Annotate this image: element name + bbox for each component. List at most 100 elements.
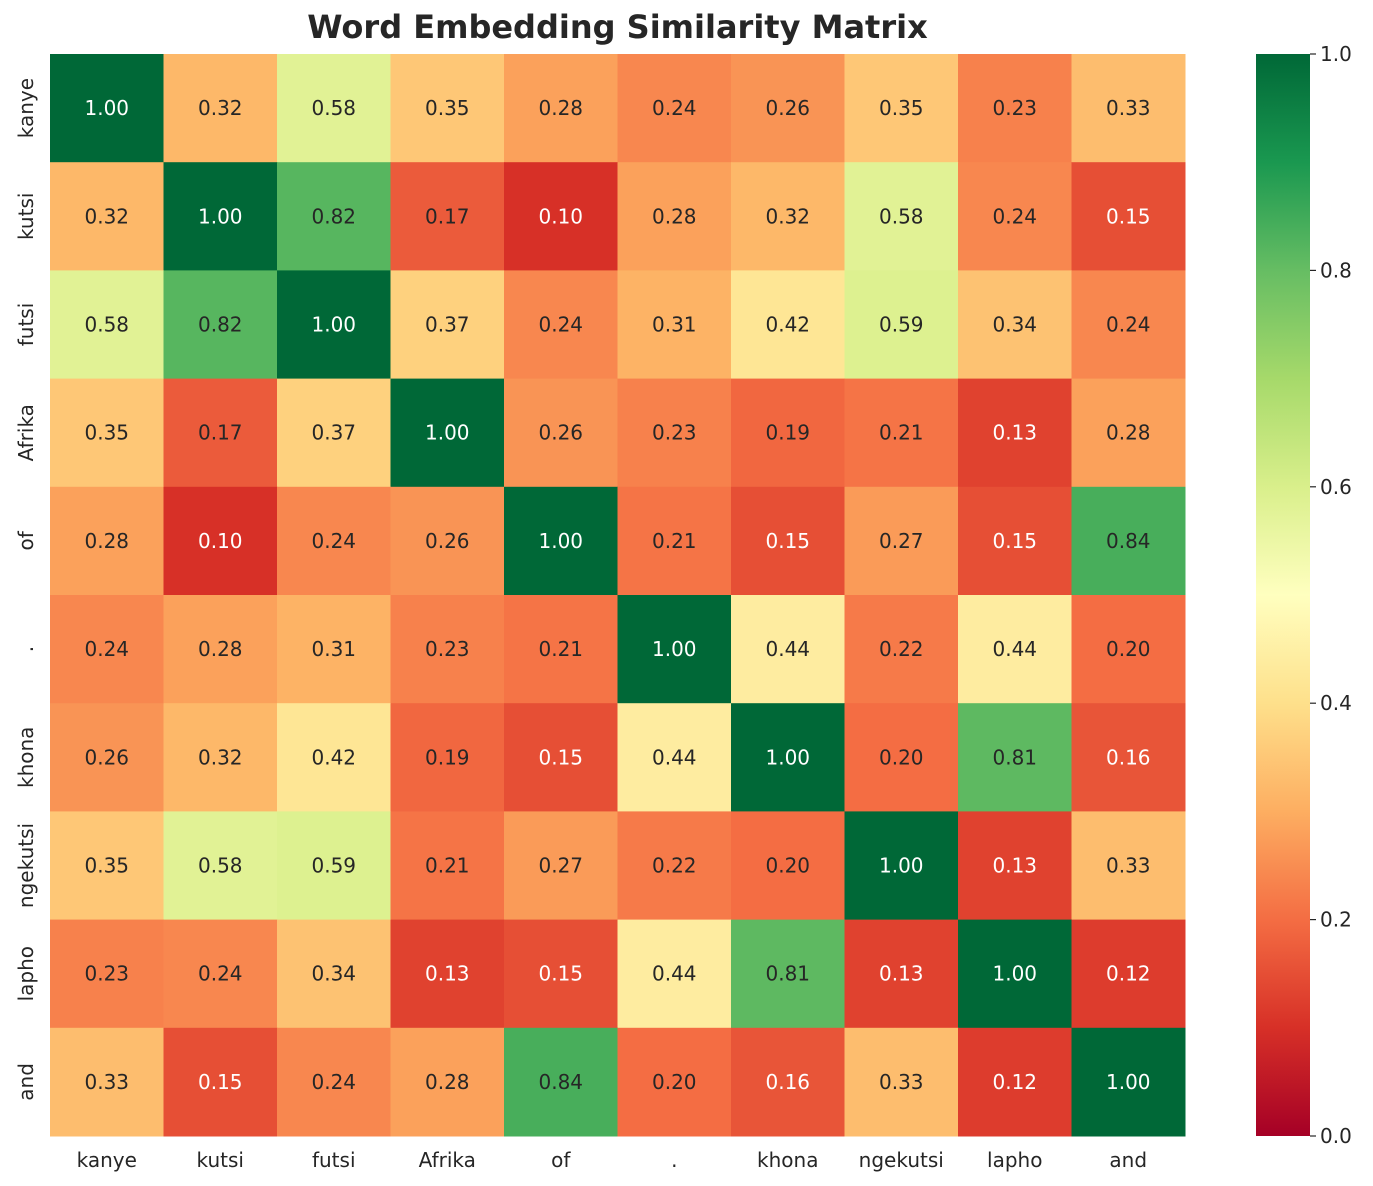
heatmap-cells: 1.00 0.32 0.58 0.35 0.28 0.24 0.26 0.35 0.23 0.33… bbox=[50, 54, 1186, 1137]
row-label: lapho bbox=[14, 946, 38, 1001]
cell-value-label: 0.28 bbox=[652, 204, 697, 228]
cell-value-label: 0.13 bbox=[879, 962, 924, 986]
cell-value-label: 0.21 bbox=[652, 529, 697, 553]
cell-value-label: 1.00 bbox=[84, 96, 129, 120]
heatmap-cell bbox=[390, 162, 505, 271]
heatmap-cell bbox=[844, 703, 959, 812]
cell-value-label: 0.21 bbox=[879, 421, 924, 445]
cell-value-label: 0.35 bbox=[84, 854, 129, 878]
cell-value-label: 0.59 bbox=[879, 313, 924, 337]
cell-value-label: 0.34 bbox=[992, 313, 1037, 337]
heatmap-cell bbox=[163, 54, 278, 163]
cell-value-label: 0.31 bbox=[652, 313, 697, 337]
heatmap-cell bbox=[844, 270, 959, 380]
heatmap-cell bbox=[1071, 378, 1186, 488]
heatmap-cell bbox=[958, 378, 1072, 488]
column-label: kanye bbox=[77, 1148, 137, 1172]
heatmap-cell bbox=[731, 811, 845, 921]
cell-value-label: 0.24 bbox=[538, 313, 583, 337]
heatmap-cell bbox=[504, 54, 618, 163]
cell-value-label: 0.12 bbox=[992, 1070, 1037, 1094]
heatmap-cell bbox=[390, 378, 505, 488]
heatmap-cell bbox=[504, 703, 618, 812]
heatmap-cell bbox=[958, 811, 1072, 921]
heatmap-cell bbox=[277, 703, 391, 812]
column-label: . bbox=[671, 1148, 677, 1172]
cell-value-label: 0.44 bbox=[765, 637, 810, 661]
cell-value-label: 0.26 bbox=[765, 96, 810, 120]
cell-value-label: 0.58 bbox=[198, 854, 243, 878]
row-label: and bbox=[14, 1063, 38, 1101]
heatmap-cell bbox=[1071, 162, 1186, 271]
heatmap-cell bbox=[731, 378, 845, 488]
colorbar-tick-label: 0.2 bbox=[1320, 908, 1352, 932]
cell-value-label: 0.15 bbox=[765, 529, 810, 553]
heatmap-cell bbox=[844, 919, 959, 1029]
heatmap-cell bbox=[277, 1027, 391, 1137]
heatmap-cell bbox=[1071, 1027, 1186, 1137]
heatmap-cell bbox=[1071, 703, 1186, 812]
colorbar-tick-label: 0.4 bbox=[1320, 691, 1352, 715]
cell-value-label: 0.10 bbox=[538, 204, 583, 228]
heatmap-cell bbox=[1071, 486, 1186, 596]
heatmap-cell bbox=[617, 270, 732, 380]
heatmap-cell bbox=[163, 378, 278, 488]
heatmap-cell bbox=[163, 595, 278, 704]
cell-value-label: 0.82 bbox=[198, 313, 243, 337]
cell-value-label: 0.26 bbox=[538, 421, 583, 445]
heatmap-cell bbox=[617, 703, 732, 812]
cell-value-label: 0.28 bbox=[538, 96, 583, 120]
heatmap-cell bbox=[958, 270, 1072, 380]
heatmap-cell bbox=[504, 486, 618, 596]
cell-value-label: 0.24 bbox=[311, 1070, 356, 1094]
cell-value-label: 0.82 bbox=[311, 204, 356, 228]
cell-value-label: 0.35 bbox=[425, 96, 470, 120]
heatmap-cell bbox=[504, 270, 618, 380]
cell-value-label: 0.58 bbox=[84, 313, 129, 337]
cell-value-label: 0.59 bbox=[311, 854, 356, 878]
heatmap-cell bbox=[504, 595, 618, 704]
heatmap-cell bbox=[277, 595, 391, 704]
cell-value-label: 0.35 bbox=[879, 96, 924, 120]
row-label: . bbox=[14, 646, 38, 652]
heatmap-cell bbox=[1071, 919, 1186, 1029]
cell-value-label: 1.00 bbox=[652, 637, 697, 661]
heatmap-cell bbox=[731, 919, 845, 1029]
column-label: kutsi bbox=[197, 1148, 244, 1172]
heatmap-cell bbox=[50, 703, 164, 812]
heatmap-cell bbox=[1071, 595, 1186, 704]
cell-value-label: 0.13 bbox=[425, 962, 470, 986]
cell-value-label: 0.17 bbox=[198, 421, 243, 445]
cell-value-label: 0.13 bbox=[992, 421, 1037, 445]
heatmap-cell bbox=[1071, 54, 1186, 163]
heatmap-cell bbox=[844, 811, 959, 921]
column-label: of bbox=[551, 1148, 571, 1172]
cell-value-label: 0.84 bbox=[538, 1070, 583, 1094]
cell-value-label: 0.27 bbox=[538, 854, 583, 878]
heatmap-cell bbox=[844, 595, 959, 704]
heatmap-cell bbox=[163, 1027, 278, 1137]
heatmap-cell bbox=[958, 486, 1072, 596]
heatmap-cell bbox=[731, 703, 845, 812]
colorbar-gradient bbox=[1256, 54, 1310, 1136]
heatmap-cell bbox=[617, 919, 732, 1029]
cell-value-label: 0.28 bbox=[425, 1070, 470, 1094]
cell-value-label: 0.23 bbox=[652, 421, 697, 445]
heatmap-cell bbox=[50, 1027, 164, 1137]
cell-value-label: 1.00 bbox=[198, 204, 243, 228]
heatmap-cell bbox=[504, 162, 618, 271]
row-label: of bbox=[14, 530, 38, 550]
heatmap-cell bbox=[731, 270, 845, 380]
heatmap-cell bbox=[390, 811, 505, 921]
cell-value-label: 0.33 bbox=[1106, 854, 1151, 878]
cell-value-label: 0.34 bbox=[311, 962, 356, 986]
heatmap-cell bbox=[617, 54, 732, 163]
heatmap-cell bbox=[390, 595, 505, 704]
cell-value-label: 0.37 bbox=[311, 421, 356, 445]
heatmap-cell bbox=[958, 162, 1072, 271]
heatmap-cell bbox=[277, 378, 391, 488]
cell-value-label: 0.81 bbox=[765, 962, 810, 986]
heatmap-cell bbox=[277, 811, 391, 921]
heatmap-cell bbox=[277, 162, 391, 271]
column-label: ngekutsi bbox=[859, 1148, 944, 1172]
